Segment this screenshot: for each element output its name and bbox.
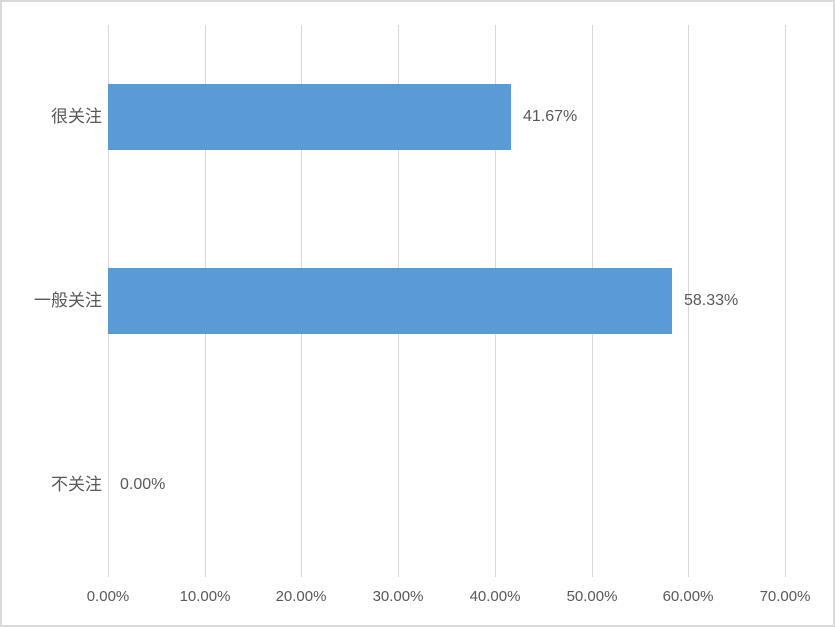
x-tick-label: 40.00% [469, 588, 521, 605]
gridline [688, 25, 689, 577]
value-label: 0.00% [120, 476, 166, 493]
x-tick-label: 10.00% [179, 588, 231, 605]
value-label: 41.67% [523, 108, 578, 125]
x-tick-label: 0.00% [86, 588, 130, 605]
x-tick-label: 50.00% [566, 588, 618, 605]
plot-area [108, 25, 786, 577]
chart-bar-0 [108, 84, 511, 150]
chart-bar-1 [108, 268, 672, 334]
x-tick-label: 20.00% [275, 588, 327, 605]
x-tick-label: 30.00% [372, 588, 424, 605]
gridline [785, 25, 786, 577]
category-label: 不关注 [51, 475, 102, 494]
value-label: 58.33% [684, 292, 739, 309]
x-tick-label: 70.00% [759, 588, 811, 605]
category-label: 很关注 [51, 107, 102, 126]
x-tick-label: 60.00% [662, 588, 714, 605]
category-label: 一般关注 [34, 291, 102, 310]
